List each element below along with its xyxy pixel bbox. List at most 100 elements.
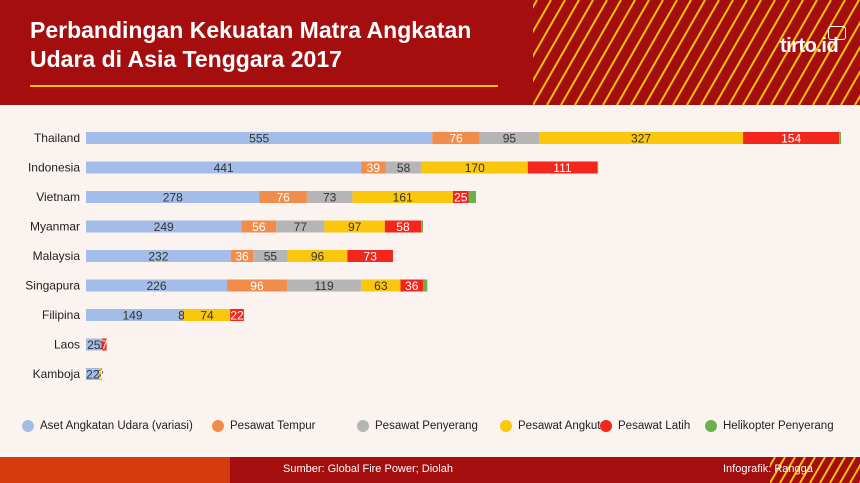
stripe-line — [809, 457, 826, 483]
data-label: 97 — [348, 220, 362, 234]
legend-item: Pesawat Angkut — [500, 420, 600, 432]
bar-segment — [230, 309, 244, 321]
data-label: 36 — [235, 250, 249, 264]
stacked-bar-chart: Thailand 555 76 95 327 154 Indonesia 441 39 58 170… — [25, 131, 842, 382]
stripe-line — [728, 0, 790, 105]
bar-segment — [324, 220, 385, 233]
stripe-line — [588, 0, 650, 105]
data-label: 1 — [99, 338, 106, 352]
bar-segment — [361, 279, 401, 292]
title-line-1: Perbandingan Kekuatan Matra Angkatan — [30, 17, 472, 43]
data-label: 1 — [98, 368, 105, 382]
bar-segment — [102, 338, 107, 351]
data-label: 2 — [97, 368, 104, 382]
stripe-line — [812, 20, 860, 105]
data-label: 154 — [781, 132, 801, 146]
bar-segment — [86, 161, 362, 174]
stripe-line — [839, 457, 856, 483]
legend-label: Pesawat Penyerang — [375, 420, 478, 432]
legend-item: Pesawat Tempur — [212, 420, 315, 432]
tirto-logo: tirto.id — [780, 26, 847, 60]
bar-segment — [86, 132, 433, 144]
legend-item: Pesawat Penyerang — [357, 420, 478, 432]
data-label: 25 — [87, 338, 101, 352]
category-label: Filipina — [42, 308, 80, 322]
data-label: 96 — [250, 279, 264, 293]
data-label: 22 — [86, 368, 100, 382]
bar-segment — [86, 368, 100, 380]
stripe-line — [658, 0, 720, 105]
stripe-line — [533, 0, 594, 105]
stripe-pattern — [533, 0, 860, 105]
bar-segment — [422, 279, 428, 292]
bar-segment — [241, 220, 277, 233]
stripe-line — [700, 0, 762, 105]
data-label: 36 — [405, 279, 419, 293]
bar-segment — [306, 191, 353, 203]
data-label: 74 — [200, 309, 214, 323]
stripe-line — [779, 457, 796, 483]
footer-accent — [0, 457, 230, 483]
category-label: Kamboja — [33, 367, 81, 381]
source-note: Sumber: Global Fire Power; Diolah — [283, 463, 453, 475]
data-label: 226 — [146, 279, 166, 293]
data-label: 555 — [249, 132, 269, 146]
bar-segment — [421, 161, 528, 174]
data-label: 55 — [264, 250, 278, 264]
data-label: 76 — [277, 191, 291, 205]
bar-segment — [597, 161, 599, 174]
legend-label: Aset Angkatan Udara (variasi) — [40, 420, 193, 432]
bar-segment — [527, 161, 598, 174]
data-label: 39 — [367, 161, 381, 175]
data-label: 7 — [101, 338, 108, 352]
stripe-line — [849, 463, 860, 483]
bar-segment — [86, 250, 231, 262]
bar-segment — [259, 191, 307, 203]
legend-dot-icon — [357, 420, 369, 432]
data-label: 8 — [178, 309, 185, 323]
bar-segment — [183, 309, 231, 321]
data-label: 58 — [397, 161, 411, 175]
stripe-line — [533, 0, 566, 59]
category-label: Indonesia — [28, 161, 80, 175]
bar-segment — [400, 279, 423, 292]
bar-segment — [86, 220, 242, 233]
bar-segment — [743, 132, 840, 144]
legend-label: Pesawat Latih — [618, 420, 691, 432]
legend-label: Helikopter Penyerang — [723, 420, 834, 432]
data-label: 63 — [374, 279, 388, 293]
data-label: 73 — [364, 250, 378, 264]
bar-segment — [86, 309, 179, 321]
bar-segment — [86, 338, 102, 351]
legend-item: Helikopter Penyerang — [705, 420, 834, 432]
stripe-line — [533, 0, 552, 34]
bar-segment — [99, 368, 101, 380]
stripe-line — [644, 0, 706, 105]
bar-segment — [432, 132, 480, 144]
footer-stripe-pattern — [770, 457, 860, 483]
logo-text: tirto.id — [780, 34, 839, 57]
category-label: Laos — [54, 338, 80, 352]
stripe-line — [686, 0, 748, 105]
stripe-line — [533, 0, 580, 83]
data-label: 77 — [294, 220, 308, 234]
bar-segment — [468, 191, 476, 203]
stripe-line — [789, 457, 806, 483]
bar-segment — [253, 250, 288, 262]
legend-dot-icon — [212, 420, 224, 432]
title-line-2: Udara di Asia Tenggara 2017 — [30, 46, 342, 72]
bar-segment — [86, 279, 228, 292]
data-label: 111 — [553, 161, 572, 175]
footer-bar: Sumber: Global Fire Power; Diolah Infogr… — [0, 457, 860, 483]
stripe-line — [756, 0, 818, 105]
data-label: 149 — [122, 309, 142, 323]
legend-dot-icon — [705, 420, 717, 432]
stripe-line — [546, 0, 608, 105]
data-label: 441 — [214, 161, 234, 175]
stripe-line — [784, 0, 846, 105]
stripe-line — [840, 69, 860, 105]
bar-segment — [539, 132, 744, 144]
stripe-line — [560, 0, 622, 105]
data-label: 170 — [465, 161, 485, 175]
stripe-line — [602, 0, 664, 105]
